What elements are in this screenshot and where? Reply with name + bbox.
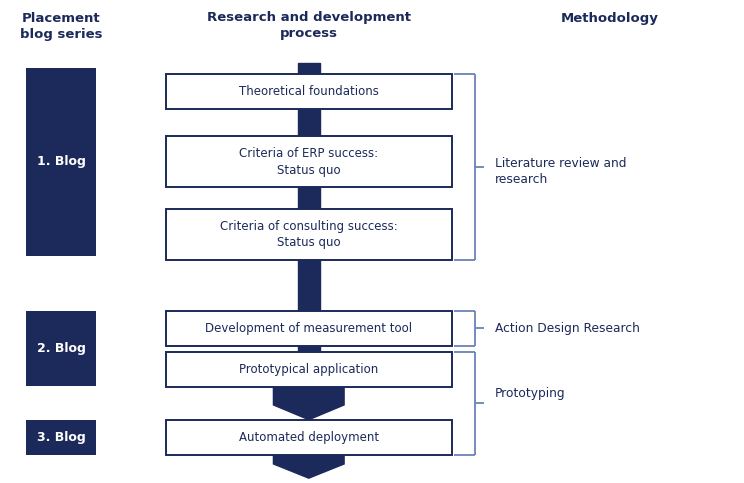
FancyArrow shape <box>298 346 320 352</box>
Text: 1. Blog: 1. Blog <box>36 156 86 168</box>
Text: 3. Blog: 3. Blog <box>36 431 86 443</box>
FancyArrow shape <box>298 109 320 136</box>
FancyBboxPatch shape <box>165 209 452 259</box>
Text: Criteria of consulting success:
Status quo: Criteria of consulting success: Status q… <box>220 219 397 249</box>
FancyBboxPatch shape <box>165 311 452 346</box>
Text: Criteria of ERP success:
Status quo: Criteria of ERP success: Status quo <box>240 147 378 177</box>
Text: Placement
blog series: Placement blog series <box>20 12 102 41</box>
Text: Theoretical foundations: Theoretical foundations <box>239 85 379 98</box>
Text: Methodology: Methodology <box>561 12 659 25</box>
Text: Development of measurement tool: Development of measurement tool <box>205 322 412 335</box>
Text: Literature review and
research: Literature review and research <box>495 156 626 186</box>
FancyArrow shape <box>274 455 344 478</box>
FancyArrow shape <box>274 387 344 420</box>
FancyArrow shape <box>298 260 320 311</box>
Text: Prototyping: Prototyping <box>495 387 565 400</box>
FancyArrow shape <box>298 63 320 74</box>
Text: Automated deployment: Automated deployment <box>239 431 379 443</box>
FancyBboxPatch shape <box>26 68 97 256</box>
FancyBboxPatch shape <box>26 311 97 386</box>
Text: 2. Blog: 2. Blog <box>36 342 86 355</box>
FancyBboxPatch shape <box>26 420 97 455</box>
FancyBboxPatch shape <box>165 74 452 109</box>
Text: Prototypical application: Prototypical application <box>239 363 379 376</box>
FancyBboxPatch shape <box>165 420 452 455</box>
Text: Research and development
process: Research and development process <box>207 11 411 40</box>
FancyBboxPatch shape <box>165 352 452 387</box>
FancyBboxPatch shape <box>165 136 452 187</box>
Text: Action Design Research: Action Design Research <box>495 322 640 335</box>
FancyArrow shape <box>298 187 320 209</box>
